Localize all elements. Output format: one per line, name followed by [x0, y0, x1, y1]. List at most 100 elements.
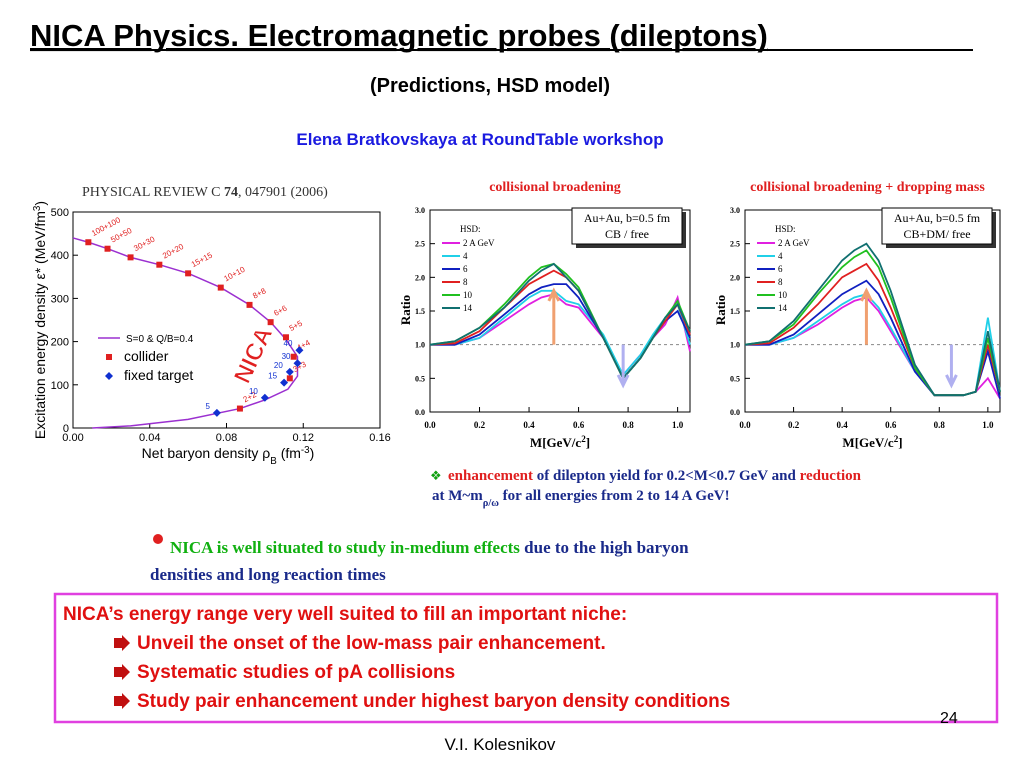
bullet-diamond: ❖ [430, 468, 442, 483]
legend-label: 4 [463, 251, 468, 261]
ratio-curve [430, 293, 691, 377]
x-tick-label: 1.0 [672, 420, 684, 430]
y-axis-label: Ratio [713, 295, 728, 325]
y-tick-label: 1.0 [415, 341, 425, 350]
finding-line-1-part: reduction [800, 468, 862, 484]
point-label: 5 [205, 402, 210, 411]
x-axis-label: M[GeV/c2] [842, 434, 902, 450]
eos-curve [72, 237, 299, 429]
finding-line-2-part: for all energies from 2 to 14 A GeV! [499, 488, 730, 504]
x-axis-label-part: -3 [301, 445, 310, 456]
legend-label: 8 [778, 277, 783, 287]
x-tick-label: 0.2 [474, 420, 486, 430]
y-tick-label: 0.0 [730, 408, 740, 417]
page-number: 24 [940, 710, 958, 727]
x-tick-label: 0.08 [216, 432, 237, 444]
x-axis-label-part: ] [898, 435, 902, 450]
point-label: 40 [284, 339, 293, 348]
fixed-target-point [280, 378, 289, 387]
fixed-target-point [295, 346, 304, 355]
item-arrow-icon [114, 693, 130, 709]
collider-point [156, 261, 163, 268]
info-box [881, 207, 993, 245]
x-axis-label-part: M[GeV/c [530, 435, 581, 450]
finding-line-2-part: ρ/ω [483, 498, 500, 509]
legend-label: 10 [463, 290, 473, 300]
y-tick-label: 300 [51, 293, 69, 305]
collider-point [286, 375, 293, 382]
legend-label: 2 A GeV [778, 238, 810, 248]
x-tick-label: 0.6 [573, 420, 585, 430]
legend-label: 14 [778, 303, 788, 313]
legend-label: 2 A GeV [463, 238, 495, 248]
niche-box [53, 592, 999, 724]
x-tick-label: 0.4 [837, 420, 849, 430]
y-tick-label: 200 [51, 337, 69, 349]
niche-item: Systematic studies of pA collisions [137, 662, 455, 683]
niche-item: Unveil the onset of the low-mass pair en… [137, 633, 606, 654]
x-axis-label-part: ] [586, 435, 590, 450]
nica-note-line-1-part: NICA is well situated to study in-medium… [170, 538, 520, 557]
collider-point [282, 334, 289, 341]
legend-label: collider [124, 348, 169, 364]
x-tick-label: 0.4 [523, 420, 535, 430]
bullet-dot [153, 534, 163, 544]
x-axis-label-part: B [270, 456, 277, 467]
x-tick-label: 0.00 [62, 432, 83, 444]
info-box-text: Au+Au, b=0.5 fm [894, 211, 981, 225]
y-tick-label: 0.5 [415, 374, 425, 383]
legend-diamond [105, 372, 113, 380]
y-tick-label: 100 [51, 380, 69, 392]
x-tick-label: 0.04 [139, 432, 160, 444]
fixed-target-point [212, 408, 221, 417]
y-tick-label: 2.0 [730, 273, 740, 282]
nica-note-line-1: NICA is well situated to study in-medium… [170, 538, 689, 557]
x-tick-label: 1.0 [982, 420, 994, 430]
x-tick-label: 0.12 [293, 432, 314, 444]
fixed-target-point [293, 359, 302, 368]
fixed-target-point [285, 367, 294, 376]
info-box-text: CB+DM/ free [903, 227, 970, 241]
ratio-curve [429, 262, 691, 380]
x-tick-label: 0.8 [622, 420, 634, 430]
credit: Elena Bratkovskaya at RoundTable worksho… [296, 130, 663, 149]
y-tick-label: 2.5 [415, 240, 425, 249]
x-tick-label: 0.0 [739, 420, 751, 430]
collider-point [246, 301, 253, 308]
nica-note-line-2: densities and long reaction times [150, 565, 386, 584]
footer: V.I. Kolesnikov [445, 735, 556, 754]
x-axis-label-part: (fm [277, 445, 301, 461]
legend-square [106, 354, 112, 360]
finding-line-1-part: of dilepton yield for 0.2<M<0.7 GeV and [533, 468, 800, 484]
info-box-text: Au+Au, b=0.5 fm [584, 211, 671, 225]
chart-header-part: , 047901 (2006) [238, 185, 328, 200]
chart-header: PHYSICAL REVIEW C 74, 047901 (2006) [82, 185, 328, 200]
niche-item: Study pair enhancement under highest bar… [137, 691, 730, 712]
x-tick-label: 0.8 [934, 420, 946, 430]
legend-title: HSD: [775, 224, 796, 234]
y-tick-label: 500 [51, 207, 69, 219]
y-axis-label-part: 3 [32, 205, 43, 211]
y-tick-label: 1.0 [730, 341, 740, 350]
finding-line-1: enhancement of dilepton yield for 0.2<M<… [448, 468, 862, 484]
y-tick-label: 3.0 [415, 206, 425, 215]
chart-header-part: PHYSICAL REVIEW C [82, 185, 224, 200]
nica-note-line-1-part: due to the high baryon [520, 538, 689, 557]
enhancement-arrow [547, 287, 561, 345]
y-tick-label: 1.5 [730, 307, 740, 316]
panel-title: collisional broadening + dropping mass [750, 180, 985, 195]
x-axis-label-part: ) [310, 445, 315, 461]
y-axis-label: Ratio [398, 295, 413, 325]
collider-point [85, 239, 92, 246]
reduction-arrow [945, 344, 958, 389]
legend-label: 6 [778, 264, 783, 274]
y-axis-label: Excitation energy density ε* (MeV/fm3) [32, 201, 49, 439]
x-tick-label: 0.16 [369, 432, 390, 444]
finding-line-1-part: enhancement [448, 468, 533, 484]
x-tick-label: 0.0 [424, 420, 436, 430]
x-axis-label-part: Net baryon density ρ [142, 445, 271, 461]
collider-point [267, 319, 274, 326]
info-box-text: CB / free [605, 227, 649, 241]
x-axis-label-part: M[GeV/c [842, 435, 893, 450]
